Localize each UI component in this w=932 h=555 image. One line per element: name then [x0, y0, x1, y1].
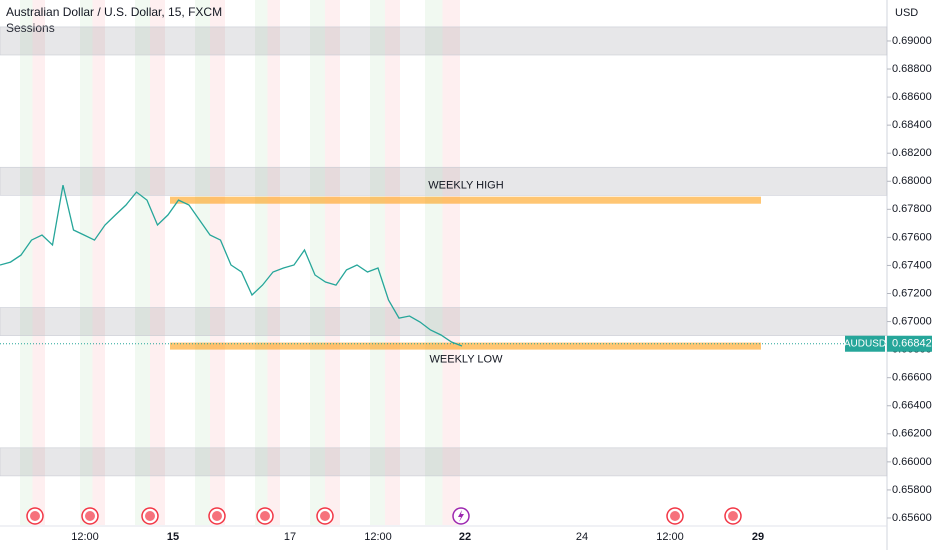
event-icon-fill	[320, 511, 330, 521]
x-tick-label: 15	[167, 531, 179, 543]
zone	[0, 166, 888, 196]
x-tick-label: 22	[459, 531, 471, 543]
y-tick-label: 0.67000	[892, 315, 932, 327]
y-tick-label: 0.66000	[892, 456, 932, 468]
session-stripes	[20, 0, 460, 525]
session-stripe	[425, 0, 443, 525]
event-icon-fill	[212, 511, 222, 521]
event-icon-fill	[85, 511, 95, 521]
event-icon-fill	[30, 511, 40, 521]
level-band	[170, 342, 761, 350]
session-stripe	[210, 0, 225, 525]
y-tick-label: 0.66200	[892, 428, 932, 440]
y-tick-label: 0.66600	[892, 372, 932, 384]
zone	[0, 26, 888, 56]
x-tick-label: 24	[576, 531, 588, 543]
event-icon-fill	[670, 511, 680, 521]
event-icon-fill	[145, 511, 155, 521]
y-tick-label: 0.67600	[892, 231, 932, 243]
y-tick-label: 0.67200	[892, 287, 932, 299]
session-stripe	[150, 0, 165, 525]
y-tick-label: 0.65600	[892, 512, 932, 524]
session-stripe	[370, 0, 385, 525]
y-tick-label: 0.68000	[892, 175, 932, 187]
zone	[0, 447, 888, 477]
event-icon-fill	[728, 511, 738, 521]
y-tick-label: 0.65800	[892, 484, 932, 496]
price-line	[0, 184, 463, 347]
session-stripe	[135, 0, 150, 525]
symbol-tag: AUDUSD	[844, 338, 886, 349]
last-price-label: 0.66842	[892, 338, 932, 350]
y-tick-label: 0.68600	[892, 91, 932, 103]
session-stripe	[92, 0, 105, 525]
session-stripe	[195, 0, 210, 525]
session-stripe	[32, 0, 45, 525]
level-band	[170, 196, 761, 204]
y-tick-label: 0.68400	[892, 119, 932, 131]
y-tick-label: 0.68200	[892, 147, 932, 159]
last-price-bg	[887, 335, 932, 352]
session-stripe	[310, 0, 325, 525]
session-stripe	[442, 0, 460, 525]
y-tick-label: 0.66400	[892, 400, 932, 412]
session-stripe	[267, 0, 280, 525]
session-stripe	[255, 0, 268, 525]
chart-title: Australian Dollar / U.S. Dollar, 15, FXC…	[6, 5, 222, 19]
session-stripe	[385, 0, 400, 525]
event-icon-fill	[260, 511, 270, 521]
y-tick-label: 0.69000	[892, 35, 932, 47]
zone	[0, 307, 888, 336]
level-label: WEEKLY LOW	[430, 354, 504, 366]
event-icon-bolt	[458, 510, 464, 522]
session-stripe	[20, 0, 33, 525]
x-tick-label: 12:00	[71, 531, 99, 543]
y-tick-label: 0.68800	[892, 63, 932, 75]
level-label: WEEKLY HIGH	[428, 180, 503, 192]
x-tick-label: 29	[752, 531, 764, 543]
symbol-tag-bg	[845, 335, 885, 352]
currency: USD	[895, 7, 918, 19]
x-tick-label: 12:00	[364, 531, 392, 543]
session-stripe	[80, 0, 93, 525]
x-tick-label: 12:00	[656, 531, 684, 543]
session-stripe	[325, 0, 340, 525]
y-tick-label: 0.67400	[892, 259, 932, 271]
x-tick-label: 17	[284, 531, 296, 543]
indicator-name: Sessions	[6, 21, 55, 35]
y-tick-label: 0.67800	[892, 203, 932, 215]
